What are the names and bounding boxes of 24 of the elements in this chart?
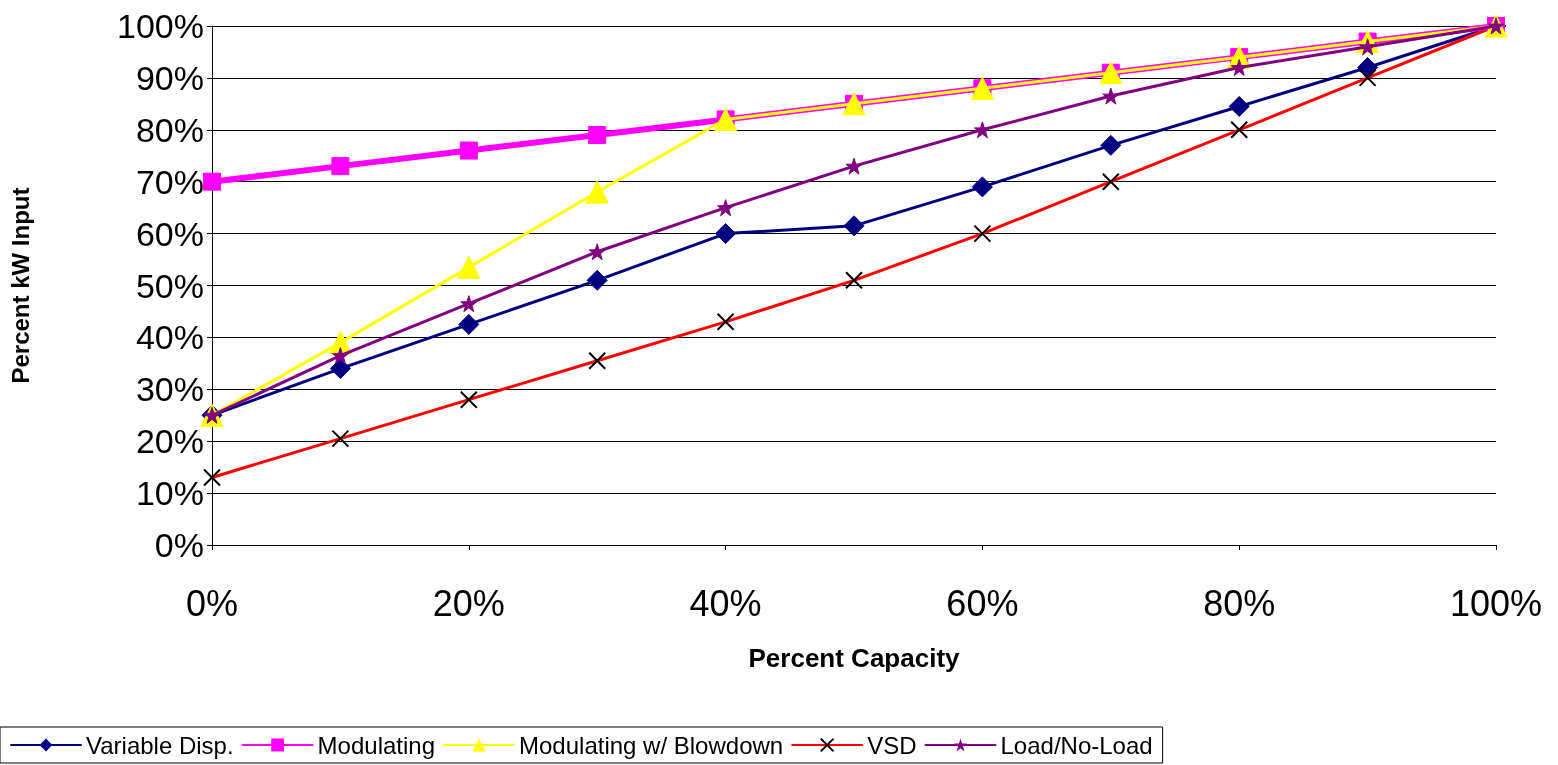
y-tick-label: 70% bbox=[135, 162, 204, 201]
x-tick-label: 20% bbox=[432, 582, 505, 624]
x-axis-title: Percent Capacity bbox=[748, 643, 961, 673]
legend-label: VSD bbox=[867, 731, 917, 759]
y-tick-label: 40% bbox=[135, 318, 204, 357]
x-tick-label: 100% bbox=[1449, 582, 1543, 624]
y-tick-label: 30% bbox=[135, 370, 204, 409]
x-tick-label: 60% bbox=[946, 582, 1019, 624]
legend-label: Variable Disp. bbox=[86, 731, 234, 759]
y-axis-title: Percent kW Input bbox=[6, 187, 34, 384]
y-tick-label: 10% bbox=[135, 474, 204, 513]
y-tick-label: 60% bbox=[135, 214, 204, 253]
y-tick-label: 100% bbox=[117, 7, 204, 45]
y-tick-label: 50% bbox=[135, 266, 204, 305]
y-tick-label: 20% bbox=[135, 422, 204, 461]
x-tick-label: 80% bbox=[1203, 582, 1276, 624]
y-tick-label: 90% bbox=[135, 58, 204, 97]
legend-label: Load/No-Load bbox=[1000, 731, 1153, 759]
legend-label: Modulating bbox=[317, 731, 436, 759]
y-tick-label: 80% bbox=[135, 110, 204, 149]
x-tick-label: 0% bbox=[185, 582, 239, 624]
x-tick-label: 40% bbox=[689, 582, 762, 624]
y-tick-label: 0% bbox=[154, 526, 204, 564]
legend-label: Modulating w/ Blowdown bbox=[519, 731, 784, 759]
